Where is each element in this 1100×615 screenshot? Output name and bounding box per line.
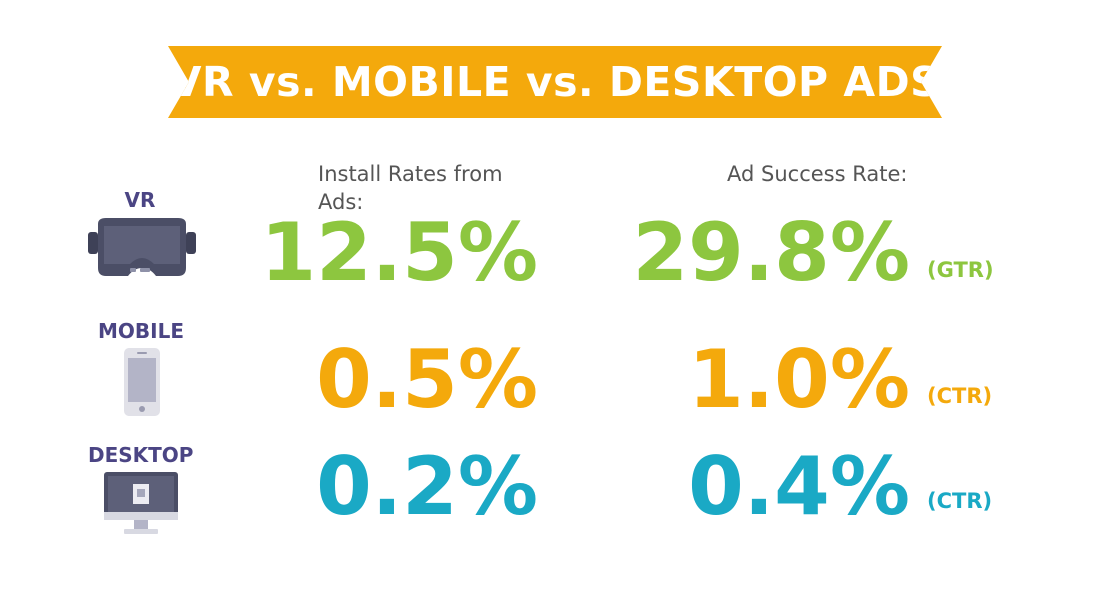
mobile-label: MOBILE <box>98 319 184 343</box>
mobile-install-rate: 0.5% <box>316 333 538 426</box>
desktop-label: DESKTOP <box>88 443 194 467</box>
desktop-monitor-icon <box>104 472 178 540</box>
vr-install-rate: 12.5% <box>260 206 538 299</box>
install-rates-header: Install Rates from Ads: <box>318 162 503 214</box>
desktop-install-rate: 0.2% <box>316 440 538 533</box>
title-banner: VR vs. MOBILE vs. DESKTOP ADS <box>168 46 942 118</box>
vr-success-rate: 29.8% <box>632 206 910 299</box>
page-title: VR vs. MOBILE vs. DESKTOP ADS <box>169 58 941 106</box>
mobile-metric-tag: (CTR) <box>927 384 993 408</box>
mobile-success-rate: 1.0% <box>688 333 910 426</box>
vr-headset-icon <box>88 218 196 284</box>
desktop-success-rate: 0.4% <box>688 440 910 533</box>
vr-label: VR <box>124 188 156 212</box>
desktop-metric-tag: (CTR) <box>927 489 993 513</box>
ad-success-rate-header: Ad Success Rate: <box>727 162 908 186</box>
smartphone-icon <box>124 348 160 420</box>
vr-metric-tag: (GTR) <box>927 258 994 282</box>
